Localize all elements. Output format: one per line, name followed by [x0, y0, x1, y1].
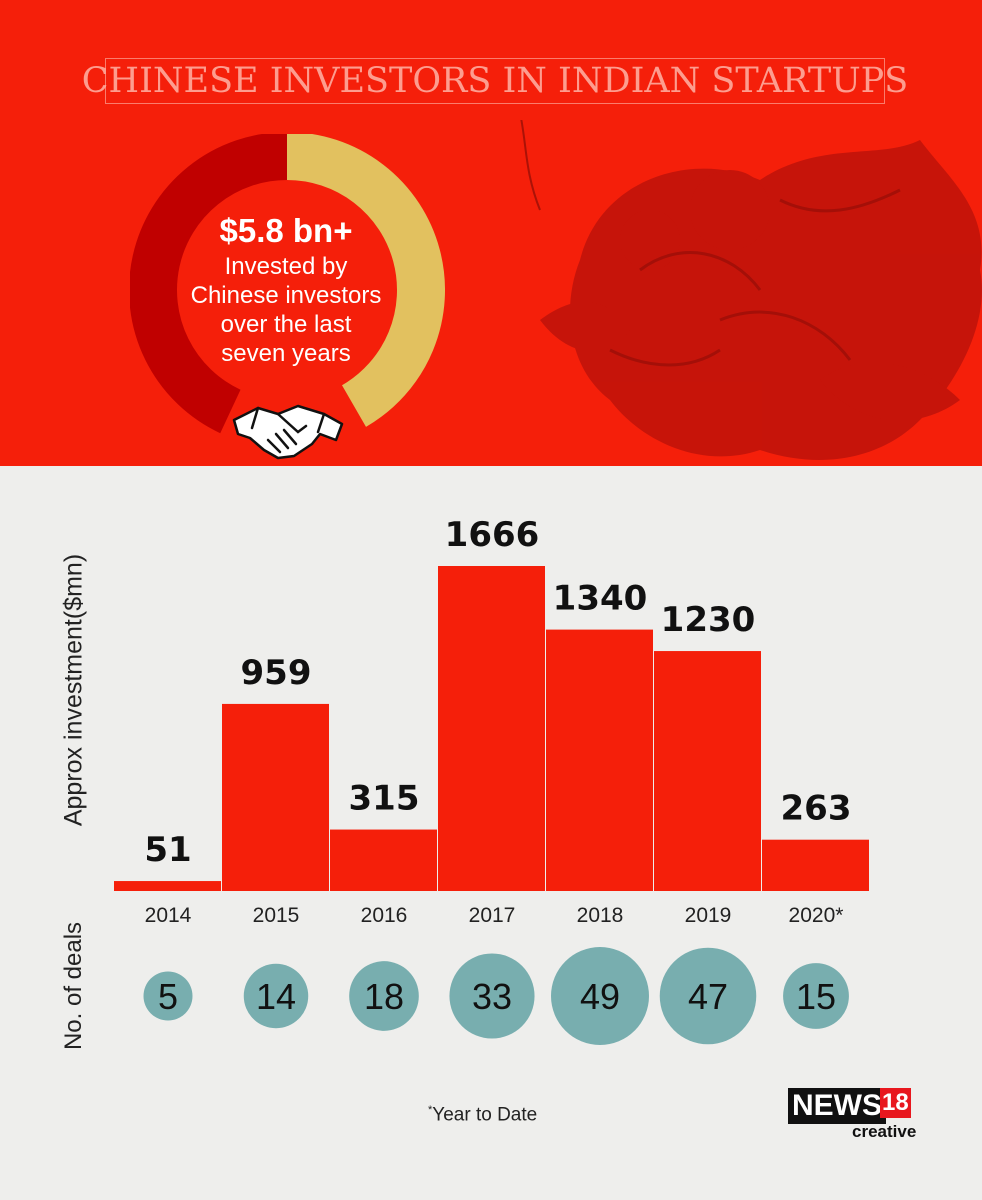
bar-value-label-2: 315	[349, 779, 420, 819]
bar-value-label-1: 959	[241, 653, 312, 693]
bar-0	[114, 881, 221, 891]
news18-logo: NEWS18 creative	[788, 1088, 916, 1141]
deals-value-label-1: 14	[256, 976, 296, 1017]
title-box: CHINESE INVESTORS IN INDIAN STARTUPS	[82, 58, 908, 104]
x-tick-label-5: 2019	[685, 904, 732, 927]
bar-value-label-6: 263	[781, 789, 852, 829]
deals-value-label-2: 18	[364, 976, 404, 1017]
caption-line-2: Chinese investors	[190, 282, 382, 309]
dragon-illustration	[520, 120, 982, 460]
deals-bubble-3	[449, 953, 535, 1039]
deals-value-label-6: 15	[796, 976, 836, 1017]
x-tick-label-1: 2015	[253, 904, 300, 927]
caption-line-4: seven years	[221, 340, 351, 367]
bar-5	[654, 651, 761, 891]
bar-value-label-0: 51	[144, 830, 191, 870]
deals-bubble-1	[243, 963, 309, 1029]
caption-line-1: Invested by	[224, 253, 348, 280]
bar-6	[762, 839, 869, 891]
deals-value-label-0: 5	[158, 976, 178, 1017]
bar-value-label-3: 1666	[445, 515, 540, 555]
donut-gold-arc	[286, 134, 445, 427]
bar-value-label-5: 1230	[661, 600, 756, 640]
x-tick-label-4: 2018	[577, 904, 624, 927]
donut-center-text: $5.8 bn+ Invested by Chinese investors o…	[168, 210, 404, 368]
deals-value-label-5: 47	[688, 976, 728, 1017]
caption-line-3: over the last	[220, 311, 352, 338]
bar-4	[546, 629, 653, 891]
header-banner: CHINESE INVESTORS IN INDIAN STARTUPS $5.…	[0, 0, 982, 466]
deals-bubble-0	[143, 971, 193, 1021]
deals-axis-label: No. of deals	[60, 921, 87, 1051]
donut-dark-arc	[130, 134, 288, 434]
deals-bubble-2	[349, 961, 419, 1031]
x-tick-label-2: 2016	[361, 904, 408, 927]
deals-value-label-3: 33	[472, 976, 512, 1017]
logo-18-text: 18	[880, 1088, 911, 1118]
page-title: CHINESE INVESTORS IN INDIAN STARTUPS	[81, 61, 909, 101]
deals-bubble-4	[551, 947, 649, 1045]
x-tick-label-6: 2020*	[789, 904, 844, 927]
deals-bubble-5	[659, 947, 757, 1045]
bar-2	[330, 829, 437, 891]
footnote-marker: *	[428, 1104, 433, 1116]
bar-value-label-4: 1340	[553, 579, 648, 619]
deals-value-label-4: 49	[580, 976, 620, 1017]
x-tick-label-0: 2014	[145, 904, 192, 927]
deals-bubble-6	[783, 963, 849, 1029]
bar-1	[222, 703, 329, 891]
logo-creative-text: creative	[852, 1122, 917, 1141]
x-tick-label-3: 2017	[469, 904, 516, 927]
footnote-text: Year to Date	[432, 1104, 538, 1126]
logo-news-text: NEWS	[788, 1088, 886, 1124]
bar-3	[438, 566, 545, 891]
handshake-icon	[232, 404, 344, 460]
headline-amount: $5.8 bn+	[219, 212, 353, 249]
donut-ring	[130, 134, 445, 434]
y-axis-label: Approx investment($mn)	[59, 553, 88, 827]
footnote: *Year to Date	[428, 1104, 537, 1126]
